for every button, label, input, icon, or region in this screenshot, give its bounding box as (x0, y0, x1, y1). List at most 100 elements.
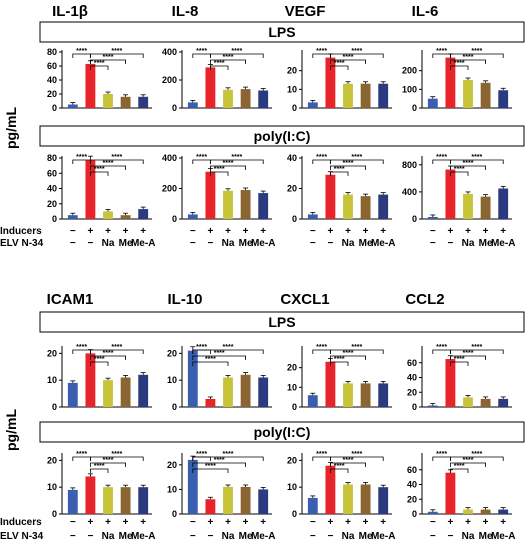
significance-bracket (330, 59, 366, 64)
significance-label: **** (334, 166, 345, 173)
data-bar (360, 383, 371, 407)
elv-mark: Me (359, 531, 373, 542)
inducer-mark: + (327, 517, 333, 528)
significance-label: **** (205, 356, 216, 363)
data-bar (427, 98, 438, 108)
significance-label: **** (196, 344, 207, 351)
y-tick-label: 20 (167, 460, 177, 470)
significance-label: **** (214, 166, 225, 173)
significance-bracket (90, 59, 126, 64)
data-bar (325, 57, 336, 108)
treatment-banner (39, 311, 525, 333)
significance-label: **** (196, 48, 207, 55)
y-tick-label: 20 (47, 199, 57, 209)
significance-bracket (192, 349, 264, 354)
elv-mark: Me-A (251, 238, 275, 249)
data-bar (307, 395, 318, 407)
significance-bracket (192, 462, 246, 467)
significance-bracket (90, 468, 109, 473)
y-tick-label: 0 (292, 402, 297, 412)
data-bar (498, 90, 509, 108)
y-tick-label: 0 (172, 402, 177, 412)
elv-mark: − (327, 238, 333, 249)
inducer-mark: + (380, 517, 386, 528)
treatment-banner-label: poly(I:C) (254, 424, 311, 440)
y-tick-label: 20 (287, 363, 297, 373)
significance-bracket (450, 59, 486, 64)
y-tick-label: 400 (402, 187, 417, 197)
elv-mark: Me (479, 531, 493, 542)
significance-bracket (330, 165, 366, 170)
y-tick-label: 60 (47, 168, 57, 178)
inducer-mark: + (225, 517, 231, 528)
significance-label: **** (76, 451, 87, 458)
significance-label: **** (76, 344, 87, 351)
elv-mark: − (430, 238, 436, 249)
inducer-mark: + (243, 517, 249, 528)
significance-label: **** (454, 60, 465, 67)
data-bar (307, 497, 318, 514)
y-tick-label: 400 (162, 47, 177, 57)
significance-label: **** (94, 463, 105, 470)
treatment-banner (39, 125, 525, 147)
data-bar (378, 83, 389, 108)
significance-label: **** (463, 54, 474, 61)
inducer-mark: − (310, 226, 316, 237)
significance-label: **** (111, 48, 122, 55)
significance-bracket (450, 165, 486, 170)
inducer-mark: + (140, 517, 146, 528)
data-bar (103, 94, 113, 108)
y-tick-label: 100 (402, 84, 417, 94)
elv-mark: Na (222, 531, 235, 542)
significance-label: **** (103, 350, 114, 357)
data-bar (67, 489, 78, 514)
data-bar (138, 374, 149, 407)
data-bar (427, 511, 438, 514)
significance-label: **** (471, 48, 482, 55)
elv-mark: − (447, 531, 453, 542)
elv-mark: − (447, 238, 453, 249)
significance-label: **** (111, 344, 122, 351)
data-bar (120, 377, 131, 407)
treatment-banner (39, 21, 525, 43)
y-tick-label: 20 (287, 184, 297, 194)
inducer-mark: + (380, 226, 386, 237)
significance-bracket (450, 468, 469, 473)
elv-mark: Na (102, 531, 115, 542)
data-bar (480, 398, 491, 407)
data-bar (240, 374, 251, 407)
significance-bracket (90, 65, 109, 70)
significance-label: **** (471, 344, 482, 351)
significance-bracket (192, 456, 264, 461)
y-tick-label: 800 (402, 160, 417, 170)
inducers-row-label: Inducers (0, 517, 42, 528)
data-bar (240, 190, 251, 219)
significance-label: **** (463, 160, 474, 167)
data-bar (258, 193, 269, 219)
y-tick-label: 20 (407, 494, 417, 504)
significance-label: **** (76, 154, 87, 161)
bottom-section: ICAM1 IL-10 CXCL1 CCL2 LPS poly(I:C) pg/… (0, 291, 525, 542)
elv-mark: − (207, 531, 213, 542)
significance-bracket (450, 361, 469, 366)
y-tick-label: 20 (47, 348, 57, 358)
inducer-mark: + (465, 517, 471, 528)
column-title: IL-6 (412, 3, 439, 20)
significance-label: **** (351, 48, 362, 55)
inducer-mark: + (447, 517, 453, 528)
data-bar (67, 215, 78, 219)
y-tick-label: 200 (162, 75, 177, 85)
data-bar (103, 380, 113, 407)
significance-bracket (90, 171, 109, 176)
data-bar (223, 377, 233, 407)
y-tick-label: 200 (162, 184, 177, 194)
data-bar (343, 383, 353, 407)
column-title: IL-8 (172, 3, 199, 20)
column-title: IL-10 (167, 291, 202, 308)
elv-mark: − (310, 238, 316, 249)
significance-label: **** (463, 457, 474, 464)
y-tick-label: 20 (47, 89, 57, 99)
data-bar (223, 190, 233, 219)
data-bar (427, 405, 438, 407)
inducer-mark: − (70, 226, 76, 237)
